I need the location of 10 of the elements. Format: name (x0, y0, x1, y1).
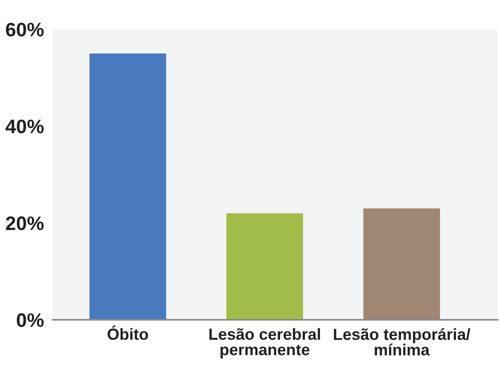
bar (89, 53, 166, 320)
y-tick-label: 20% (6, 216, 44, 230)
x-tick-label: Lesão temporária/ mínima (334, 328, 470, 356)
y-tick-label: 40% (6, 120, 44, 134)
bar (363, 208, 440, 320)
y-tick-label: 0% (16, 313, 44, 328)
y-tick-label: 60% (6, 22, 44, 36)
x-tick-label: Óbito (108, 326, 148, 340)
bar (226, 213, 304, 320)
x-tick-label: Lesão cerebral permanente (209, 328, 320, 358)
